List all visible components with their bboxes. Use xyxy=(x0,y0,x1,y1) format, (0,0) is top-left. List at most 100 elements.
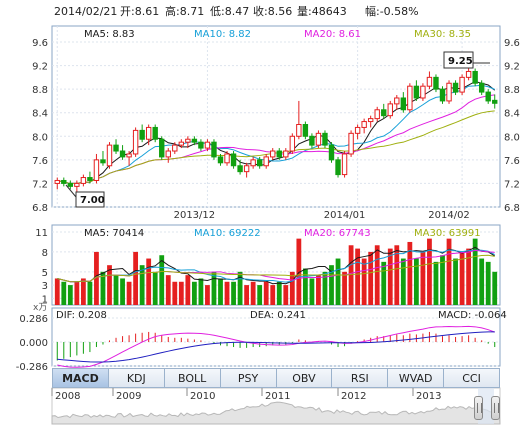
price-ytick-left: 9.2 xyxy=(32,62,48,73)
price-ytick-left: 8.8 xyxy=(32,85,48,96)
volume-unit: x万 xyxy=(33,303,47,313)
volume-bar xyxy=(420,251,426,305)
price-ma30-line xyxy=(57,110,495,184)
volume-bar xyxy=(94,251,99,305)
price-ytick-left: 8.4 xyxy=(32,109,48,120)
overview-year: 2009 xyxy=(116,391,141,402)
vol-legend-ma5: MA5: 70414 xyxy=(84,228,144,239)
volume-bar xyxy=(368,251,374,305)
candle-body xyxy=(54,179,60,184)
tab-psy[interactable]: PSY xyxy=(220,368,277,388)
tab-cci[interactable]: CCI xyxy=(444,368,500,388)
header-open: 开:8.61 xyxy=(120,5,159,18)
volume-bar xyxy=(492,271,498,305)
candle-body xyxy=(61,179,67,184)
price-yaxis-left: 9.6 9.2 8.8 8.4 8.0 7.6 7.2 6.8 xyxy=(32,38,48,214)
candle-body xyxy=(354,126,361,134)
volume-bar xyxy=(309,278,315,305)
candle-body xyxy=(119,150,126,158)
volume-bar xyxy=(218,278,223,305)
volume-bar xyxy=(289,271,295,305)
price-ytick-left: 6.8 xyxy=(32,203,48,214)
candle-body xyxy=(237,165,243,173)
header-high: 高:8.71 xyxy=(165,4,204,18)
price-ytick-right: 7.6 xyxy=(504,156,520,167)
candle-body xyxy=(185,138,191,143)
volume-ma30-line xyxy=(57,254,495,283)
candle-body xyxy=(139,129,145,140)
volume-bar xyxy=(231,281,236,305)
volume-bar xyxy=(355,248,361,305)
header-change: 幅:-0.58% xyxy=(365,5,419,18)
volume-bar xyxy=(107,265,112,305)
overview-years: 2008 2009 2010 2011 2012 2013 xyxy=(51,388,441,402)
volume-bars xyxy=(54,238,498,305)
volume-bar xyxy=(427,238,432,305)
volume-bar xyxy=(387,248,393,305)
candle-body xyxy=(315,132,322,146)
macd-ytick: 0.286 xyxy=(19,314,48,325)
low-label: 7.00 xyxy=(80,195,105,206)
candle-body xyxy=(159,138,165,158)
volume-bar xyxy=(120,278,125,305)
volume-bar xyxy=(381,261,387,305)
volume-bar xyxy=(329,265,334,305)
candle-body xyxy=(348,132,354,155)
macd-grid xyxy=(52,317,500,367)
volume-bar xyxy=(237,271,243,305)
overview-handle-left[interactable] xyxy=(474,396,483,420)
volume-bar xyxy=(335,258,341,305)
candle-body xyxy=(381,109,387,117)
volume-ytick: 3 xyxy=(42,281,48,292)
tab-kdj[interactable]: KDJ xyxy=(108,368,165,388)
price-ytick-left: 7.2 xyxy=(32,179,48,190)
volume-bar xyxy=(165,275,171,305)
volume-bar xyxy=(257,285,263,305)
header-volume: 量:48643 xyxy=(297,5,347,18)
candle-body xyxy=(465,70,472,78)
candle-body xyxy=(472,70,478,84)
price-ytick-right: 9.6 xyxy=(504,38,520,49)
volume-bar xyxy=(342,271,347,305)
header-date: 2014/02/21 xyxy=(54,5,117,18)
legend-ma5: MA5: 8.83 xyxy=(84,29,135,40)
overview-handle-right[interactable] xyxy=(491,396,500,420)
macd-ytick: -0.286 xyxy=(16,362,48,373)
price-ma10-line xyxy=(57,84,495,184)
overview-year: 2008 xyxy=(55,391,80,402)
candle-body xyxy=(296,124,302,137)
price-yaxis-right: 9.6 9.2 8.8 8.4 8.0 7.6 7.2 6.8 xyxy=(504,38,520,214)
candle-body xyxy=(322,132,328,146)
vol-legend-ma20: MA20: 67743 xyxy=(304,228,371,239)
candle-body xyxy=(426,76,433,87)
macd-dea-label: DEA: 0.241 xyxy=(250,310,306,321)
candle-body xyxy=(165,150,171,158)
volume-bar xyxy=(185,275,191,305)
candle-body xyxy=(302,124,309,137)
price-ytick-left: 8.0 xyxy=(32,132,48,143)
price-ytick-right: 8.4 xyxy=(504,109,520,120)
volume-bar xyxy=(263,281,269,305)
overview-year: 2011 xyxy=(265,391,290,402)
candle-body xyxy=(400,97,407,111)
tab-rsi[interactable]: RSI xyxy=(332,368,389,388)
indicator-tabs: MACD KDJ BOLL PSY OBV RSI WVAD CCI xyxy=(52,368,500,388)
volume-bar xyxy=(316,275,321,305)
candle-body xyxy=(230,153,237,167)
candle-body xyxy=(394,97,400,105)
volume-bar xyxy=(61,281,67,305)
price-ytick-right: 8.0 xyxy=(504,132,520,143)
price-grid xyxy=(52,26,500,208)
volume-bar xyxy=(459,251,465,305)
tab-obv[interactable]: OBV xyxy=(276,368,333,388)
volume-ytick: 1 xyxy=(42,294,48,305)
legend-ma30: MA30: 8.35 xyxy=(414,29,471,40)
overview-year: 2013 xyxy=(416,391,441,402)
tab-wvad[interactable]: WVAD xyxy=(388,368,445,388)
tab-boll[interactable]: BOLL xyxy=(164,368,221,388)
volume-bar xyxy=(283,285,289,305)
tab-macd[interactable]: MACD xyxy=(52,368,109,388)
candle-body xyxy=(413,85,420,99)
low-callout: 7.00 xyxy=(65,184,105,208)
volume-ma5-line xyxy=(57,246,495,285)
